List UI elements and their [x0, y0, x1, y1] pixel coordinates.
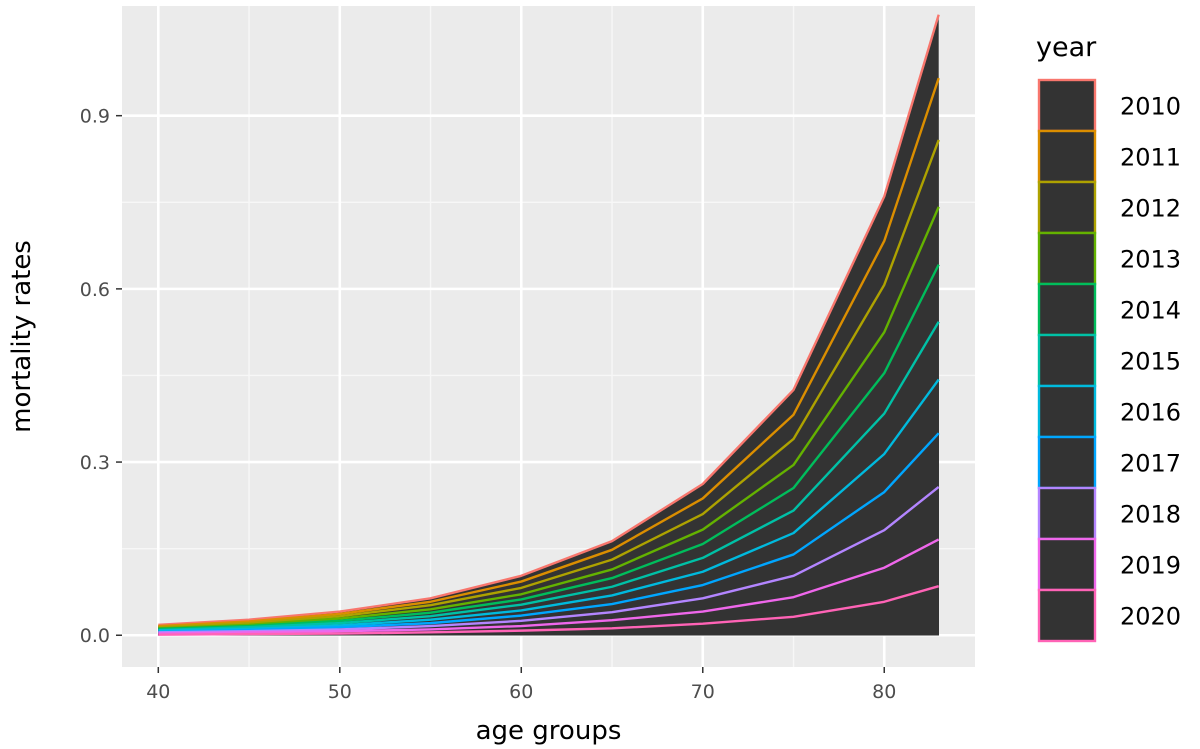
legend-label-2015: 2015 — [1120, 348, 1181, 376]
y-tick-label: 0.9 — [80, 106, 110, 128]
series-line-2017 — [158, 432, 940, 633]
area-2019 — [158, 539, 939, 636]
legend-key-2016 — [1037, 384, 1097, 439]
legend-key-2012 — [1037, 180, 1097, 235]
area-2018 — [158, 486, 939, 636]
legend-label-2017: 2017 — [1120, 450, 1181, 478]
y-axis: 0.0 0.3 0.6 0.9 — [80, 106, 122, 647]
y-axis-title: mortality rates — [7, 240, 37, 433]
x-axis: 40 50 60 70 80 — [146, 667, 896, 703]
legend-label-2018: 2018 — [1120, 501, 1181, 529]
x-tick-label: 70 — [691, 681, 715, 703]
x-tick-label: 80 — [872, 681, 896, 703]
legend-label-2019: 2019 — [1120, 552, 1181, 580]
legend-key-2018 — [1037, 486, 1097, 541]
x-tick-label: 50 — [328, 681, 352, 703]
legend-label-2011: 2011 — [1120, 144, 1181, 172]
series-line-2012 — [158, 139, 940, 629]
y-tick-label: 0.3 — [80, 452, 110, 474]
legend-key-2011 — [1037, 129, 1097, 184]
legend-key-2013 — [1037, 231, 1097, 286]
legend-label-2013: 2013 — [1120, 246, 1181, 274]
series-line-2015 — [158, 321, 940, 632]
series-line-2010 — [158, 14, 940, 627]
x-axis-title: age groups — [476, 716, 622, 746]
legend-title: year — [1036, 32, 1097, 63]
x-tick-label: 40 — [146, 681, 170, 703]
series-line-2018 — [158, 485, 940, 634]
legend-key-2015 — [1037, 333, 1097, 388]
area-2017 — [158, 433, 939, 636]
legend-label-2014: 2014 — [1120, 297, 1181, 325]
legend-key-2010 — [1037, 78, 1097, 133]
legend-label-2016: 2016 — [1120, 399, 1181, 427]
legend-key-2019 — [1037, 537, 1097, 592]
series-lines — [158, 14, 940, 636]
legend-key-2020 — [1037, 588, 1097, 643]
series-line-2011 — [158, 77, 940, 628]
x-tick-label: 60 — [509, 681, 533, 703]
legend-label-2012: 2012 — [1120, 195, 1181, 223]
legend-key-2017 — [1037, 435, 1097, 490]
series-line-2019 — [158, 538, 940, 635]
y-tick-label: 0.6 — [80, 279, 110, 301]
legend-label-2020: 2020 — [1120, 603, 1181, 631]
y-tick-label: 0.0 — [80, 625, 110, 647]
series-line-2016 — [158, 378, 940, 632]
area-2020 — [158, 586, 939, 636]
legend-items: 2010 2011 2012 2013 2014 2015 2016 2017 2018 2019… — [1037, 78, 1181, 643]
series-line-2013 — [158, 206, 940, 630]
legend: year 20102011201220132014201520162017201… — [1036, 32, 1181, 643]
series-line-2020 — [158, 585, 940, 636]
legend-key-2014 — [1037, 282, 1097, 337]
series-line-2014 — [158, 264, 940, 631]
legend-label-2010: 2010 — [1120, 93, 1181, 121]
